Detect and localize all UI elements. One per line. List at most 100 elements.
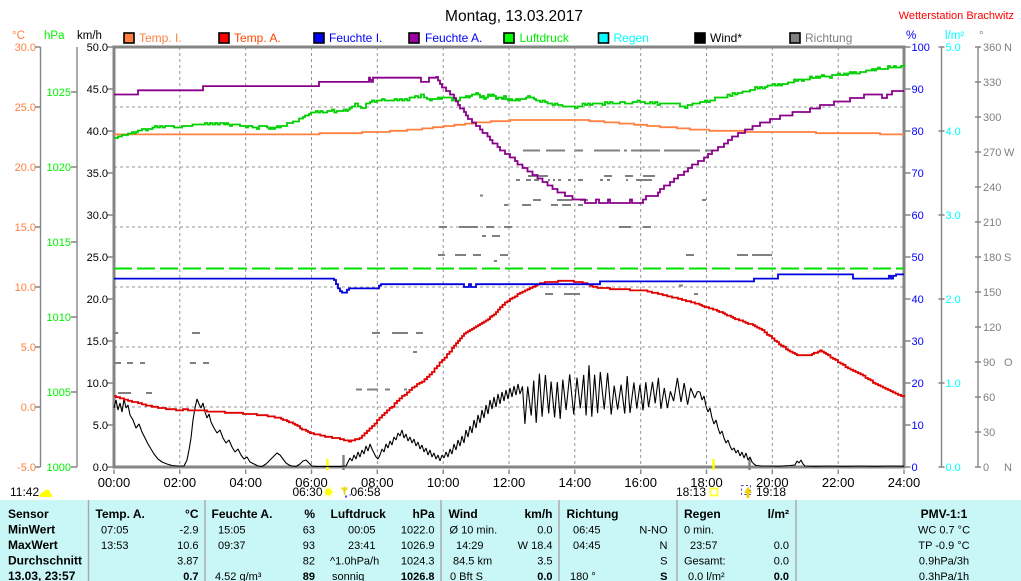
svg-text:20.0: 20.0 [87,294,108,306]
svg-text:%: % [304,507,315,521]
svg-text:km/h: km/h [524,507,552,521]
svg-text:14:29: 14:29 [456,540,484,552]
svg-text:W: W [1004,147,1015,159]
svg-text:Montag, 13.03.2017: Montag, 13.03.2017 [445,8,583,25]
svg-text:N: N [1004,42,1012,54]
svg-text:Temp. A.: Temp. A. [96,507,145,521]
svg-text:40.0: 40.0 [87,126,108,138]
svg-text:1005: 1005 [47,387,71,399]
svg-text:O: O [1004,357,1013,369]
svg-text:10.6: 10.6 [177,540,198,552]
svg-text:06:00: 06:00 [295,475,328,490]
svg-text:10: 10 [912,420,924,432]
svg-text:0.0: 0.0 [93,462,108,474]
svg-text:60: 60 [983,392,995,404]
svg-text:hPa: hPa [412,507,434,521]
svg-text:0.9hPa/3h: 0.9hPa/3h [919,556,969,568]
svg-text:3.5: 3.5 [537,556,552,568]
svg-text:Luftdruck: Luftdruck [520,31,570,45]
svg-text:S: S [660,556,667,568]
svg-text:04:45: 04:45 [573,540,601,552]
svg-text:15:05: 15:05 [218,525,246,537]
svg-text:1026.9: 1026.9 [401,540,435,552]
svg-text:0.0: 0.0 [774,571,789,581]
svg-text:00:05: 00:05 [348,525,376,537]
svg-text:0.0: 0.0 [774,556,789,568]
svg-text:TP -0.9 °C: TP -0.9 °C [918,540,969,552]
svg-text:Temp. I.: Temp. I. [139,31,182,45]
svg-text:14:00: 14:00 [559,475,592,490]
svg-text:0 Bft S: 0 Bft S [450,571,483,581]
svg-text:1020: 1020 [47,162,71,174]
svg-text:18:00: 18:00 [690,475,723,490]
svg-text:Durchschnitt: Durchschnitt [8,554,82,568]
svg-text:25.0: 25.0 [15,102,36,114]
svg-text:25.0: 25.0 [87,252,108,264]
svg-text:1025: 1025 [47,87,71,99]
svg-text:23:57: 23:57 [690,540,718,552]
svg-text:270: 270 [983,147,1001,159]
svg-text:Richtung: Richtung [805,31,852,45]
svg-text:12:00: 12:00 [493,475,526,490]
svg-text:PMV-1:1: PMV-1:1 [921,507,968,521]
svg-text:S: S [1004,252,1011,264]
svg-text:Regen: Regen [684,507,721,521]
svg-text:0.0: 0.0 [774,540,789,552]
svg-text:5.0: 5.0 [21,342,36,354]
svg-text:5.0: 5.0 [946,42,961,54]
svg-text:Wind: Wind [449,507,478,521]
svg-text:0: 0 [912,462,918,474]
svg-text:08:00: 08:00 [361,475,394,490]
svg-text:40: 40 [912,294,924,306]
svg-text:19:18: 19:18 [756,485,786,499]
svg-text:240: 240 [983,182,1001,194]
svg-text:35.0: 35.0 [87,168,108,180]
svg-text:0.7: 0.7 [183,571,198,581]
svg-text:06:58: 06:58 [351,485,381,499]
svg-text:Sensor: Sensor [8,507,49,521]
svg-text:0.0 l/m²: 0.0 l/m² [688,571,725,581]
svg-text:Temp. A.: Temp. A. [234,31,281,45]
svg-text:0.0: 0.0 [21,402,36,414]
svg-text:84.5 km: 84.5 km [453,556,492,568]
svg-text:WC 0.7 °C: WC 0.7 °C [918,525,970,537]
svg-text:MinWert: MinWert [8,523,55,537]
svg-text:20: 20 [912,378,924,390]
svg-text:%: % [906,30,916,42]
svg-text:0: 0 [983,462,989,474]
svg-text:Wind*: Wind* [710,31,742,45]
svg-text:Feuchte A.: Feuchte A. [425,31,482,45]
svg-text:150: 150 [983,287,1001,299]
svg-text:3.0: 3.0 [946,210,961,222]
svg-text:1010: 1010 [47,312,71,324]
svg-text:N: N [1004,462,1012,474]
svg-text:360: 360 [983,42,1001,54]
svg-text:30.0: 30.0 [87,210,108,222]
svg-text:82: 82 [303,556,315,568]
svg-text:13:53: 13:53 [101,540,129,552]
svg-text:W 18.4: W 18.4 [518,540,553,552]
svg-text:0 min.: 0 min. [684,525,714,537]
svg-text:l/m²: l/m² [945,30,964,42]
svg-text:Gesamt:: Gesamt: [684,556,726,568]
svg-text:Ø 10 min.: Ø 10 min. [450,525,498,537]
svg-text:24:00: 24:00 [888,475,921,490]
svg-text:63: 63 [303,525,315,537]
svg-text:16:00: 16:00 [624,475,657,490]
svg-text:1015: 1015 [47,237,71,249]
svg-text:4.52 g/m³: 4.52 g/m³ [215,571,262,581]
svg-text:km/h: km/h [77,30,102,42]
svg-text:300: 300 [983,112,1001,124]
svg-text:Richtung: Richtung [567,507,619,521]
svg-text:70: 70 [912,168,924,180]
svg-text:02:00: 02:00 [164,475,197,490]
svg-text:07:05: 07:05 [101,525,129,537]
svg-text:1024.3: 1024.3 [401,556,435,568]
svg-text:S: S [660,571,667,581]
svg-text:09:37: 09:37 [218,540,246,552]
svg-text:13.03, 23:57: 13.03, 23:57 [8,569,76,581]
svg-text:04:00: 04:00 [229,475,262,490]
svg-text:1022.0: 1022.0 [401,525,435,537]
svg-text:4.0: 4.0 [946,126,961,138]
svg-text:MaxWert: MaxWert [8,538,58,552]
